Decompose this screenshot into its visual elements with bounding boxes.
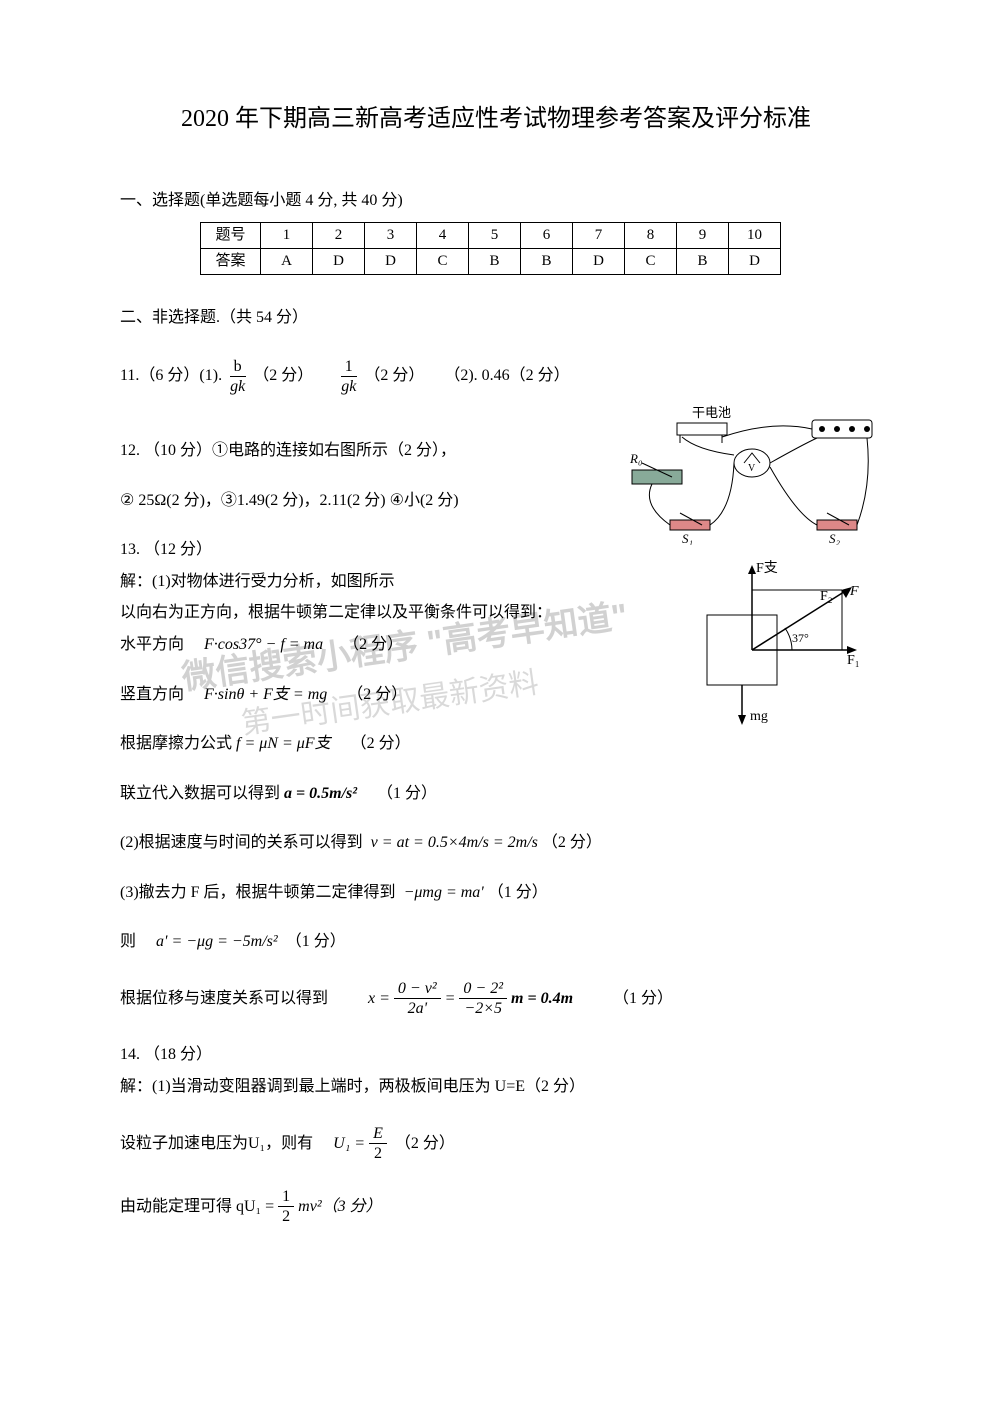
svg-text:F支: F支 bbox=[756, 560, 778, 576]
svg-text:S₁: S₁ bbox=[682, 531, 693, 545]
row-label-number: 题号 bbox=[201, 222, 261, 248]
svg-text:V: V bbox=[748, 463, 756, 474]
q13-line8: (3)撤去力 F 后，根据牛顿第二定律得到 −μmg = ma' （1 分） bbox=[120, 880, 872, 906]
document-title: 2020 年下期高三新高考适应性考试物理参考答案及评分标准 bbox=[120, 100, 872, 138]
section-2-header: 二、非选择题.（共 54 分） bbox=[120, 305, 872, 331]
q14-header: 14. （18 分） bbox=[120, 1042, 872, 1068]
svg-text:F₁: F₁ bbox=[847, 653, 860, 668]
svg-text:37°: 37° bbox=[792, 631, 809, 645]
svg-text:mg: mg bbox=[750, 709, 768, 724]
table-row-answers: 答案 A D D C B B D C B D bbox=[201, 248, 781, 274]
svg-text:S₂: S₂ bbox=[829, 531, 841, 545]
svg-text:F: F bbox=[849, 584, 859, 599]
circuit-diagram: 干电池 V R₀ S₁ S₂ bbox=[622, 405, 882, 545]
q13-line7: (2)根据速度与时间的关系可以得到 v = at = 0.5×4m/s = 2m… bbox=[120, 830, 872, 856]
q13-line10: 根据位移与速度关系可以得到 x = 0 − v²2a' = 0 − 2²−2×5… bbox=[120, 979, 872, 1018]
svg-text:R₀: R₀ bbox=[629, 451, 642, 466]
section-1-header: 一、选择题(单选题每小题 4 分, 共 40 分) bbox=[120, 188, 872, 214]
table-row-header: 题号 1 2 3 4 5 6 7 8 9 10 bbox=[201, 222, 781, 248]
q13-line6: 联立代入数据可以得到 a = 0.5m/s² （1 分） bbox=[120, 781, 872, 807]
svg-text:干电池: 干电池 bbox=[692, 405, 731, 420]
q11-line: 11.（6 分）(1). bgk （2 分） 1gk （2 分） （2). 0.… bbox=[120, 357, 872, 396]
q13-line9: 则 a' = −μg = −5m/s² （1 分） bbox=[120, 929, 872, 955]
q13-line5: 根据摩擦力公式 f = μN = μF支 （2 分） bbox=[120, 731, 872, 757]
q14-line1: 解：(1)当滑动变阻器调到最上端时，两极板间电压为 U=E（2 分） bbox=[120, 1074, 872, 1100]
answer-table: 题号 1 2 3 4 5 6 7 8 9 10 答案 A D D C B B D… bbox=[200, 222, 781, 275]
q14-line3: 由动能定理可得 qU₁ = 12 mv²（3 分） bbox=[120, 1187, 872, 1226]
force-diagram: F支 F F₂ F₁ 37° mg bbox=[692, 560, 862, 730]
q14-line2: 设粒子加速电压为U₁，则有 U₁ = E2 （2 分） bbox=[120, 1124, 872, 1163]
svg-text:F₂: F₂ bbox=[820, 589, 833, 604]
row-label-answer: 答案 bbox=[201, 248, 261, 274]
